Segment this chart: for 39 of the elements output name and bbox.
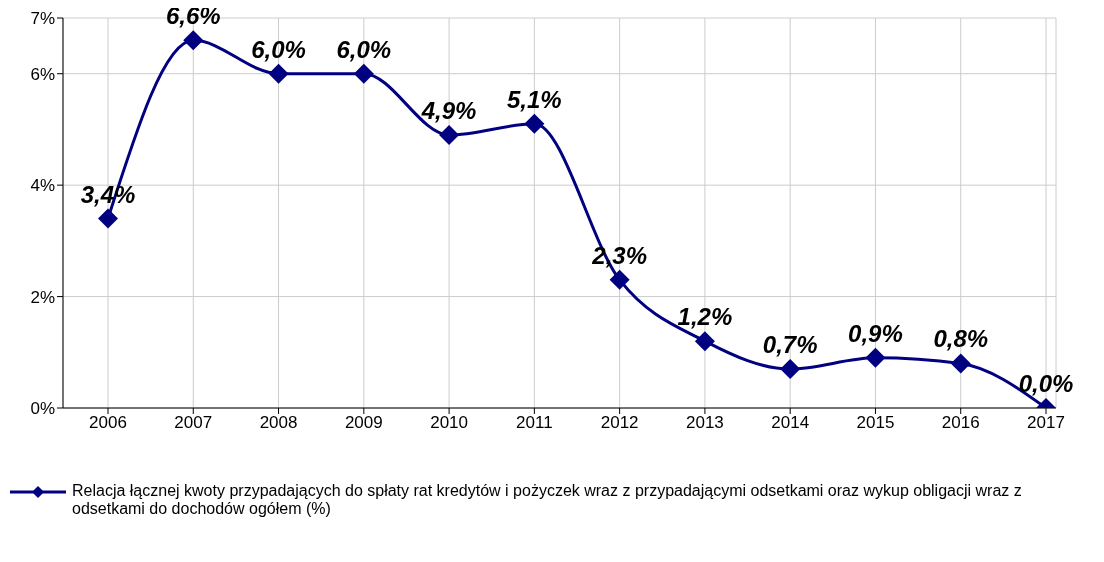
point (439, 125, 460, 145)
point (780, 359, 801, 379)
y-tick-label: 2% (30, 287, 55, 307)
data-label: 0,8% (933, 325, 989, 353)
point (865, 347, 886, 368)
point (98, 208, 118, 229)
data-label: 6,6% (165, 2, 221, 30)
x-tick-label: 2010 (430, 413, 468, 433)
data-label: 0,9% (848, 319, 903, 347)
y-tick-label: 4% (30, 176, 55, 196)
data-label: 6,0% (336, 35, 392, 63)
x-tick-label: 2012 (600, 413, 639, 433)
x-tick-label: 2016 (941, 413, 980, 433)
point (950, 353, 971, 374)
x-tick-label: 2008 (259, 413, 298, 433)
data-label: 1,2% (677, 303, 733, 331)
point (353, 63, 374, 84)
x-tick-label: 2015 (856, 413, 895, 433)
x-tick-label: 2006 (89, 413, 127, 433)
point (524, 113, 545, 134)
data-label: 4,9% (420, 97, 477, 124)
data-label: 0,0% (1018, 370, 1074, 397)
data-label: 5,1% (507, 85, 562, 113)
x-tick-label: 2007 (174, 413, 213, 433)
x-tick-label: 2017 (1027, 413, 1065, 433)
x-tick-label: 2009 (344, 413, 383, 433)
y-tick-label: 6% (30, 64, 55, 84)
data-label: 6,0% (251, 35, 306, 63)
data-label: 0,7% (762, 331, 818, 358)
point (694, 331, 715, 352)
y-tick-label: 7% (30, 9, 55, 29)
point (268, 63, 289, 84)
point (609, 269, 630, 290)
point (183, 30, 204, 51)
x-tick-label: 2011 (516, 413, 553, 433)
x-tick-label: 2013 (686, 413, 724, 433)
legend-label: Relacja łącznej kwoty przypadających do spłaty rat kredytów i pożyczek wraz z przypadającymi odsetkami oraz wykup obligacji wraz z odsetkami do dochodów ogółem (%) (71, 482, 1023, 518)
y-tick-label: 0% (30, 399, 55, 419)
x-tick-label: 2014 (771, 413, 810, 433)
